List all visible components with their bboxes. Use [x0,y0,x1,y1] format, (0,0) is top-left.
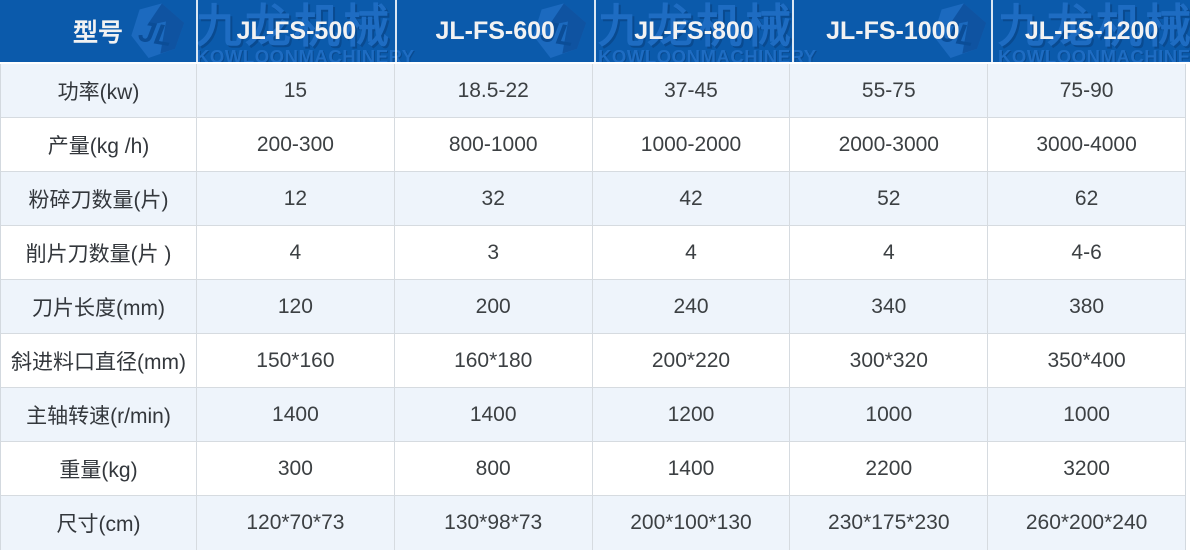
cell: 1200 [593,388,791,441]
table-header: JL 九龙机械 KOWLOONMACHINERY JL 九龙机械 KOWLOON… [0,0,1190,62]
table-body: 功率(kw) 15 18.5-22 37-45 55-75 75-90 产量(k… [0,64,1186,550]
row-label: 功率(kw) [1,64,197,117]
cell: 240 [593,280,791,333]
cell: 130*98*73 [395,496,593,550]
cell: 200*220 [593,334,791,387]
cell: 160*180 [395,334,593,387]
cell: 1000 [790,388,989,441]
cell: 2200 [790,442,989,495]
cell: 1400 [197,388,395,441]
cell: 800-1000 [395,118,593,171]
cell: 300*320 [790,334,989,387]
cell: 800 [395,442,593,495]
cell: 75-90 [1059,78,1114,102]
cell: 32 [395,172,593,225]
cell: 37-45 [593,64,791,117]
row-label: 主轴转速(r/min) [1,388,197,441]
cell: 340 [790,280,989,333]
cell: 200*100*130 [593,496,791,550]
column-header-jl-fs-600: JL-FS-600 [397,0,596,62]
cell: 150*160 [197,334,395,387]
cell: 15 [197,64,395,117]
cell: 42 [593,172,791,225]
table-row-capacity: 产量(kg /h) 200-300 800-1000 1000-2000 200… [1,118,1185,172]
cell: 12 [197,172,395,225]
cell: 1000-2000 [593,118,791,171]
cell: 55-75 [790,64,989,117]
cell: 4 [790,226,989,279]
cell: 200-300 [197,118,395,171]
cell: 4 [593,226,791,279]
row-label: 重量(kg) [1,442,197,495]
cell: 230*175*230 [790,496,989,550]
table-row-chipper-blades: 削片刀数量(片 ) 4 3 4 4 4-6 [1,226,1185,280]
cell: 1400 [395,388,593,441]
cell: 4 [197,226,395,279]
cell: 200 [395,280,593,333]
cell: 3 [395,226,593,279]
column-header-jl-fs-800: JL-FS-800 [596,0,795,62]
cell: 62 [1074,186,1099,210]
cell: 52 [790,172,989,225]
cell: 260*200*240 [1025,511,1148,534]
cell: 380 [1069,294,1105,318]
table-row-dimensions: 尺寸(cm) 120*70*73 130*98*73 200*100*130 2… [1,496,1185,550]
cell: 18.5-22 [395,64,593,117]
table-row-inlet-diameter: 斜进料口直径(mm) 150*160 160*180 200*220 300*3… [1,334,1185,388]
column-header-jl-fs-500: JL-FS-500 [198,0,397,62]
table-row-weight: 重量(kg) 300 800 1400 2200 3200 [1,442,1185,496]
cell: 120 [197,280,395,333]
row-label: 粉碎刀数量(片) [1,172,197,225]
table-row-spindle-speed: 主轴转速(r/min) 1400 1400 1200 1000 1000 [1,388,1185,442]
table-row-blade-length: 刀片长度(mm) 120 200 240 340 380 [1,280,1185,334]
row-label: 产量(kg /h) [1,118,197,171]
cell: 300 [197,442,395,495]
column-header-jl-fs-1000: JL-FS-1000 [794,0,994,62]
cell: 4-6 [1071,240,1102,264]
cell: 1400 [593,442,791,495]
cell: 1000 [1063,402,1110,426]
column-header-model: 型号 [0,0,198,62]
row-label: 削片刀数量(片 ) [1,226,197,279]
cell: 350*400 [1047,348,1126,372]
cell: 3000-4000 [1036,132,1137,156]
row-label: 刀片长度(mm) [1,280,197,333]
cell: 2000-3000 [790,118,989,171]
table-row-power: 功率(kw) 15 18.5-22 37-45 55-75 75-90 [1,64,1185,118]
column-header-jl-fs-1200: JL-FS-1200 [1024,16,1159,45]
cell: 3200 [1063,456,1110,480]
row-label: 斜进料口直径(mm) [1,334,197,387]
table-row-crusher-blades: 粉碎刀数量(片) 12 32 42 52 62 [1,172,1185,226]
row-label: 尺寸(cm) [1,496,197,550]
cell: 120*70*73 [197,496,395,550]
